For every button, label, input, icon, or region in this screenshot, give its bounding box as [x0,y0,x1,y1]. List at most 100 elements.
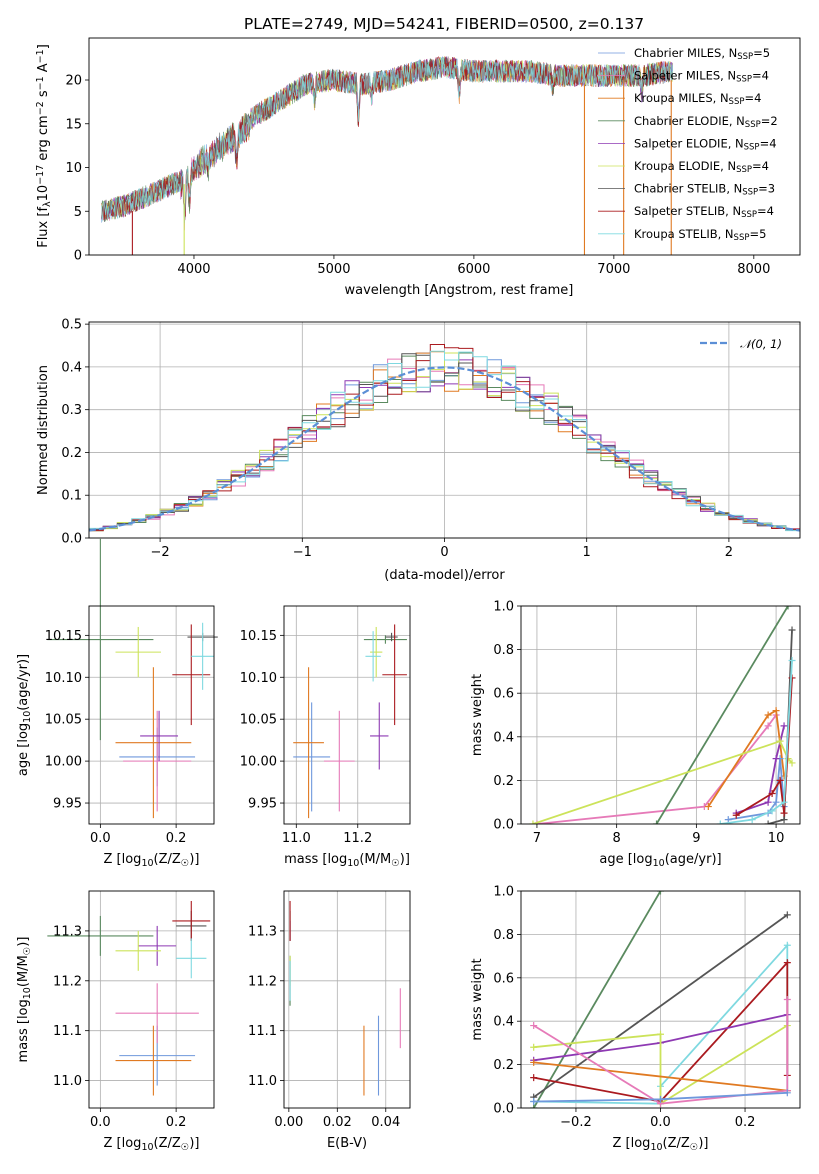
y-tick-label: 10.05 [240,713,277,728]
x-axis-label-part: 10 [347,858,359,869]
y-tick-label: 10.05 [45,713,82,728]
y-axis-label-part: 10 [22,711,33,723]
x-axis-label: mass [log10(M/M☉)] [284,852,410,869]
data-point [385,632,398,642]
x-tick-label: 11.0 [282,831,311,846]
weight-marker [788,626,796,634]
legend-entry: Chabrier MILES, NSSP=5 [634,46,770,62]
x-tick-label: 0.2 [735,1115,756,1130]
x-tick-label: 11.2 [343,831,372,846]
x-tick-label: 1 [583,545,591,560]
data-point [370,626,383,678]
weight-marker [530,1022,538,1030]
weight-lines [530,891,791,1108]
x-tick-label: 2 [725,545,733,560]
legend-entry: Salpeter STELIB, NSSP=4 [634,204,774,220]
y-tick-label: 11.3 [53,924,82,939]
axes-frame [88,37,801,256]
spectrum-lines [101,55,673,255]
legend-sub: SSP [744,143,760,153]
y-axis-label-part: )] [16,937,31,947]
x-axis-label-part: ☉ [181,858,190,869]
weight-series [533,1061,788,1092]
data-point [370,702,389,770]
residuals-panel: −2 −1 0 1 2 0.0 0.1 0.2 0.3 0.4 0.5 (data-model)/er… [36,318,801,583]
weight-series [533,999,789,1105]
weight-marker [748,816,756,824]
weight-marker [788,759,796,767]
weight-marker [783,1089,791,1097]
y-tick-label: 9.95 [248,797,277,812]
x-axis-label-part: 10 [141,858,153,869]
data-point [115,626,161,678]
y-axis-label: mass weight [470,674,485,756]
y-tick-label: 11.0 [53,1074,82,1089]
weight-series [532,740,793,824]
x-tick-label: 10 [768,831,785,846]
y-axis-label: age [log10(age/yr)] [16,654,33,776]
y-axis-label: mass weight [470,958,485,1040]
y-tick-label: 0.4 [493,730,514,745]
data-point [382,624,407,726]
x-axis-label-part: ☉ [391,858,400,869]
x-tick-label: 0.2 [166,1115,187,1130]
x-tick-label: 0.2 [166,831,187,846]
y-tick-label: 10.10 [240,671,277,686]
spectrum-y-label-part: A [36,63,51,76]
x-tick-label: 8 [613,831,621,846]
spectrum-y-label-part: s [36,90,51,101]
y-tick-label: 0.2 [493,1058,514,1073]
spectrum-y-label: Flux [fλ10−17 erg cm−2 s−1 A−1] [35,44,53,248]
x-axis-label-part: 10 [650,1142,662,1153]
y-tick-label: 15 [65,117,82,132]
axes-frame [520,605,801,825]
legend-tail: =5 [753,46,770,60]
x-tick-label: 0.04 [371,1115,400,1130]
legend-text: Kroupa ELODIE, N [634,159,736,173]
legend-text: Chabrier STELIB, N [634,182,742,196]
x-axis-label-part: ☉ [690,1142,699,1153]
y-axis-label-part: age [log [16,723,31,776]
weight-marker [530,1074,538,1082]
y-tick-label: 0.5 [61,318,82,333]
y-tick-label: 0.0 [493,1102,514,1117]
y-tick-label: 0 [74,249,82,264]
x-tick-label: −0.2 [560,1115,592,1130]
legend-text: Salpeter ELODIE, N [634,136,744,150]
x-axis-label-part: (Z/Z [663,1136,690,1151]
y-axis-label-part: (age/yr)] [16,654,31,711]
x-tick-label: 0 [440,545,448,560]
data-point [115,983,199,1044]
legend-entry: Kroupa STELIB, NSSP=5 [634,227,766,243]
x-axis-label-part: (Z/Z [154,1136,181,1151]
legend-text: Kroupa STELIB, N [634,227,734,241]
legend-sub: SSP [742,188,758,198]
data-point [140,710,179,762]
weight-series [655,606,789,824]
weight-series [536,714,777,824]
weight-marker [780,722,788,730]
y-tick-label: 0.8 [493,928,514,943]
x-axis-label-part: Z [log [613,1136,651,1151]
y-tick-label: 10.00 [240,755,277,770]
weight-marker [784,606,792,610]
weight-marker [704,803,712,811]
legend-text: Salpeter MILES, N [634,69,736,83]
data-point [115,1025,192,1096]
legend-sub: SSP [737,52,753,62]
y-tick-label: 1.0 [493,600,514,615]
legend-gaussian-label: 𝒩(0, 1) [740,337,782,351]
y-tick-label: 1.0 [493,885,514,900]
x-axis-label-part: Z [log [104,1136,142,1151]
y-tick-label: 0.0 [61,532,82,547]
weight-marker [657,1095,664,1103]
x-tick-label: 5000 [317,262,350,277]
weight-vs-metallicity-panel: −0.2 0.0 0.2 0.0 0.2 0.4 0.6 0.8 1.0 Z [log10(Z/Z… [470,885,801,1153]
weight-marker [657,891,664,895]
x-axis-label-part: (M/M [359,852,391,867]
age-vs-mass-panel: 11.0 11.2 9.95 10.00 10.05 10.10 10.15 mass [lo… [240,605,411,869]
y-tick-label: 0.8 [493,643,514,658]
legend-text: Chabrier ELODIE, N [634,114,745,128]
